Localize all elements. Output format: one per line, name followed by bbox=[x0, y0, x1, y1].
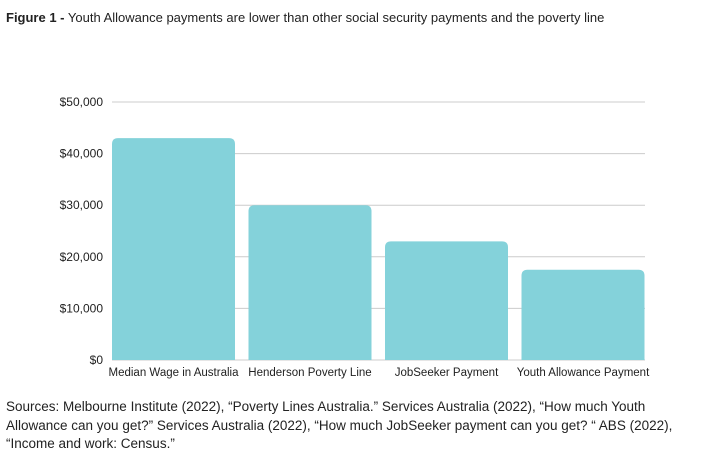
bars bbox=[112, 138, 645, 360]
figure-title: Figure 1 - Youth Allowance payments are … bbox=[6, 9, 706, 27]
y-tick-label: $10,000 bbox=[60, 301, 104, 315]
bar-jobseeker-payment bbox=[385, 241, 508, 360]
y-tick-label: $50,000 bbox=[60, 95, 104, 109]
x-tick-label: JobSeeker Payment bbox=[395, 367, 499, 379]
figure-title-text: Youth Allowance payments are lower than … bbox=[67, 10, 605, 25]
x-tick-label: Median Wage in Australia bbox=[109, 367, 240, 379]
y-tick-label: $40,000 bbox=[60, 147, 104, 161]
y-axis-ticks: $0 $10,000 $20,000 $30,000 $40,000 $50,000 bbox=[60, 95, 104, 367]
y-tick-label: $30,000 bbox=[60, 198, 104, 212]
x-tick-label: Youth Allowance Payment bbox=[517, 367, 650, 379]
y-tick-label: $20,000 bbox=[60, 250, 104, 264]
bar-youth-allowance-payment bbox=[521, 269, 645, 360]
y-tick-label: $0 bbox=[90, 353, 104, 367]
bar-henderson-poverty-line bbox=[248, 205, 372, 360]
x-axis-ticks: Median Wage in Australia Henderson Povert… bbox=[109, 367, 651, 379]
figure-label: Figure 1 - bbox=[6, 10, 65, 25]
bar-median-wage-in-australia bbox=[112, 138, 235, 360]
bar-chart: $0 $10,000 $20,000 $30,000 $40,000 $50,000 Me… bbox=[60, 95, 651, 379]
sources-note: Sources: Melbourne Institute (2022), “Po… bbox=[6, 399, 673, 451]
x-tick-label: Henderson Poverty Line bbox=[248, 367, 371, 379]
